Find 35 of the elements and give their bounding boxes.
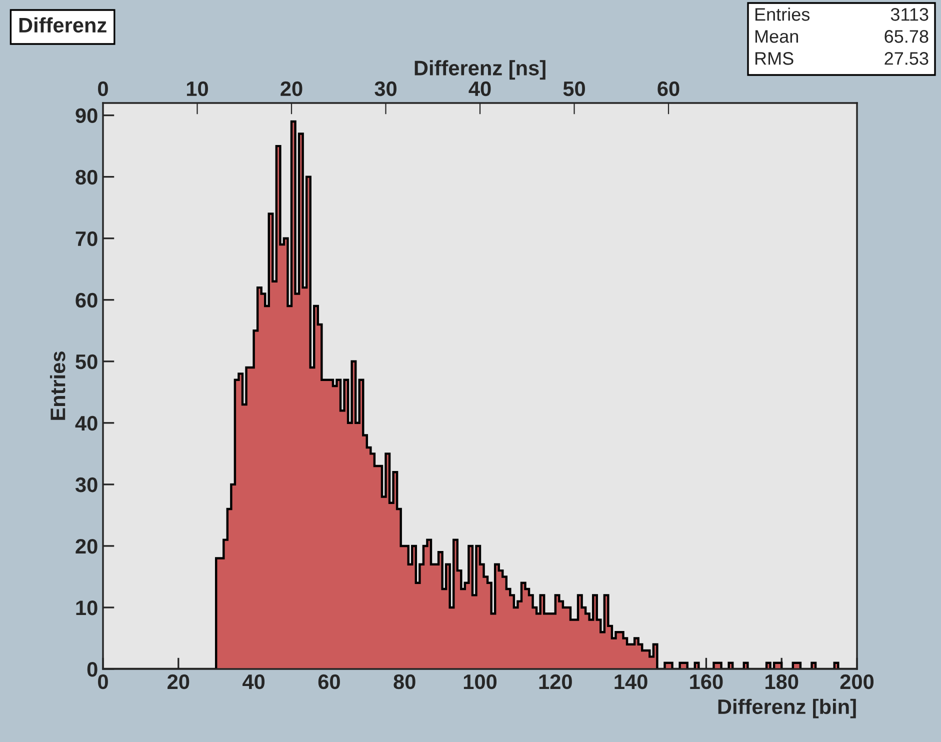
x-tick-label: 20 — [168, 674, 190, 690]
text: Mean 65.78 — [755, 30, 928, 43]
x-tick-label: 120 — [539, 674, 572, 690]
y-tick-label: 50 — [76, 354, 98, 370]
x2-tick-label: 0 — [98, 81, 108, 96]
y-tick-label: 10 — [76, 600, 98, 616]
y-tick-label: 0 — [87, 662, 98, 677]
chart-title: Differenz — [19, 17, 106, 33]
x2-tick-label: 20 — [280, 81, 302, 96]
text: Entries 3113 — [755, 8, 928, 21]
x2-axis-title: Differenz [ns] — [414, 60, 546, 80]
x-axis-title: Differenz [bin] — [718, 698, 856, 718]
x-tick-label: 80 — [394, 674, 416, 690]
y-tick-label: 90 — [76, 108, 98, 124]
y-tick-label: 40 — [75, 416, 98, 431]
x-tick-label: 140 — [614, 674, 648, 690]
x-tick-label: 60 — [318, 674, 340, 690]
y-tick-label: 60 — [76, 292, 98, 308]
x-tick-label: 0 — [98, 674, 108, 690]
x-tick-label: 200 — [840, 674, 874, 690]
y-axis-title: Entries — [50, 352, 66, 420]
x2-tick-label: 50 — [563, 81, 585, 96]
x2-tick-label: 40 — [468, 81, 491, 96]
x-tick-label: 40 — [242, 674, 265, 690]
y-tick-label: 20 — [76, 538, 98, 554]
x-tick-label: 160 — [690, 674, 723, 690]
x2-tick-label: 30 — [374, 81, 396, 96]
text: RMS 27.53 — [755, 52, 928, 65]
y-tick-label: 30 — [75, 477, 98, 492]
y-tick-label: 80 — [76, 170, 98, 185]
x2-tick-label: 10 — [186, 81, 208, 96]
x2-tick-label: 60 — [658, 81, 680, 96]
x-tick-label: 180 — [766, 674, 798, 690]
y-tick-label: 70 — [76, 231, 98, 246]
x-tick-label: 100 — [464, 674, 497, 690]
